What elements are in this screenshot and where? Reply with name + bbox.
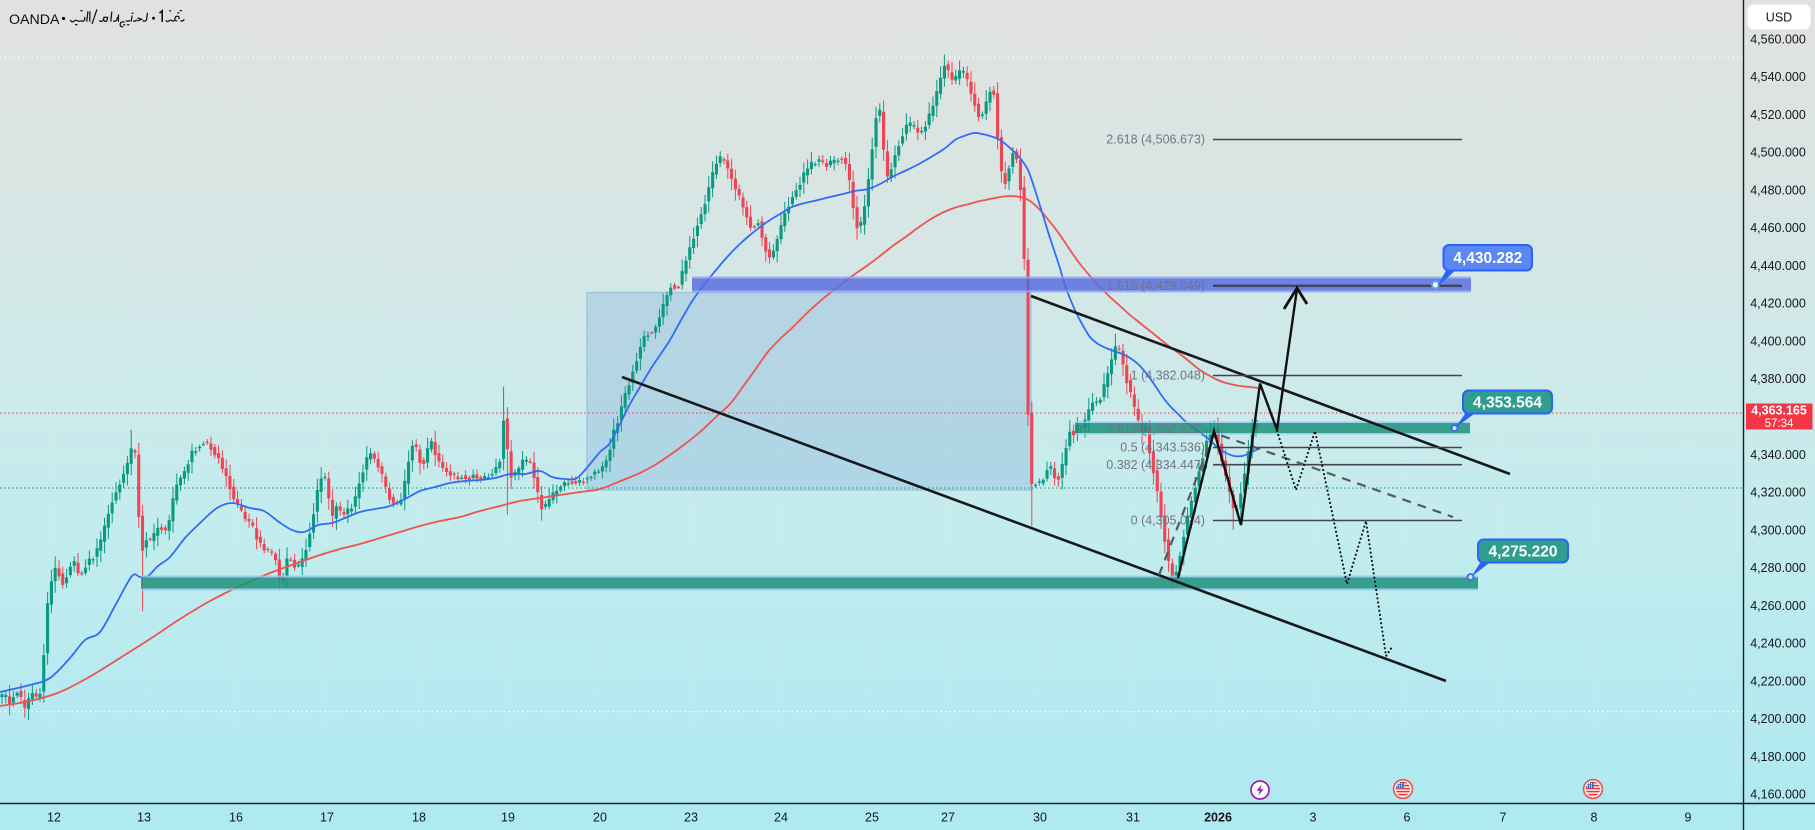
svg-text:25: 25 xyxy=(865,811,879,825)
svg-text:4,520.000: 4,520.000 xyxy=(1750,108,1806,122)
svg-text:20: 20 xyxy=(593,811,607,825)
svg-text:2026: 2026 xyxy=(1204,811,1232,825)
svg-text:4,380.000: 4,380.000 xyxy=(1750,372,1806,386)
svg-text:16: 16 xyxy=(229,811,243,825)
svg-text:4,275.220: 4,275.220 xyxy=(1489,544,1558,561)
svg-text:4,460.000: 4,460.000 xyxy=(1750,221,1806,235)
svg-text:0 (4,305.024): 0 (4,305.024) xyxy=(1131,514,1205,528)
svg-text:17: 17 xyxy=(320,811,334,825)
svg-text:19: 19 xyxy=(501,811,515,825)
svg-text:4,363.165: 4,363.165 xyxy=(1751,404,1807,418)
svg-text:OANDA: OANDA xyxy=(9,12,60,28)
svg-text:0.5 (4,343.536): 0.5 (4,343.536) xyxy=(1120,441,1205,455)
svg-text:4,300.000: 4,300.000 xyxy=(1750,523,1806,537)
svg-text:4,540.000: 4,540.000 xyxy=(1750,70,1806,84)
svg-text:4,353.564: 4,353.564 xyxy=(1473,395,1542,412)
svg-text:4,430.282: 4,430.282 xyxy=(1453,250,1522,267)
svg-text:4,420.000: 4,420.000 xyxy=(1750,297,1806,311)
svg-text:4,160.000: 4,160.000 xyxy=(1750,788,1806,802)
svg-text:4,200.000: 4,200.000 xyxy=(1750,712,1806,726)
svg-text:4,180.000: 4,180.000 xyxy=(1750,750,1806,764)
svg-text:1 (4,382.048): 1 (4,382.048) xyxy=(1131,369,1205,383)
svg-text:0.382 (4,334.447): 0.382 (4,334.447) xyxy=(1106,458,1205,472)
svg-text:4,340.000: 4,340.000 xyxy=(1750,448,1806,462)
svg-text:4,260.000: 4,260.000 xyxy=(1750,599,1806,613)
svg-text:4,500.000: 4,500.000 xyxy=(1750,146,1806,160)
svg-text:USD: USD xyxy=(1766,11,1792,25)
svg-text:4,240.000: 4,240.000 xyxy=(1750,637,1806,651)
svg-text:4,280.000: 4,280.000 xyxy=(1750,561,1806,575)
svg-text:18: 18 xyxy=(412,811,426,825)
svg-text:12: 12 xyxy=(47,811,61,825)
svg-text:27: 27 xyxy=(941,811,955,825)
svg-text:6: 6 xyxy=(1404,811,1411,825)
svg-text:57:34: 57:34 xyxy=(1765,418,1794,430)
svg-text:23: 23 xyxy=(684,811,698,825)
svg-text:9: 9 xyxy=(1685,811,1692,825)
svg-text:30: 30 xyxy=(1033,811,1047,825)
svg-text:2.618 (4,506.673): 2.618 (4,506.673) xyxy=(1106,133,1205,147)
svg-text:13: 13 xyxy=(137,811,151,825)
svg-text:8: 8 xyxy=(1591,811,1598,825)
svg-text:31: 31 xyxy=(1126,811,1140,825)
svg-text:4,440.000: 4,440.000 xyxy=(1750,259,1806,273)
svg-text:4,560.000: 4,560.000 xyxy=(1750,32,1806,46)
svg-text:4,400.000: 4,400.000 xyxy=(1750,335,1806,349)
svg-text:24: 24 xyxy=(774,811,788,825)
svg-text:0.618 (4,352.625): 0.618 (4,352.625) xyxy=(1106,422,1205,436)
svg-text:4,480.000: 4,480.000 xyxy=(1750,183,1806,197)
svg-text:4,320.000: 4,320.000 xyxy=(1750,486,1806,500)
svg-text:4,220.000: 4,220.000 xyxy=(1750,674,1806,688)
svg-text:7: 7 xyxy=(1500,811,1507,825)
svg-text:3: 3 xyxy=(1310,811,1317,825)
svg-text:1.618 (4,429.649): 1.618 (4,429.649) xyxy=(1106,279,1205,293)
